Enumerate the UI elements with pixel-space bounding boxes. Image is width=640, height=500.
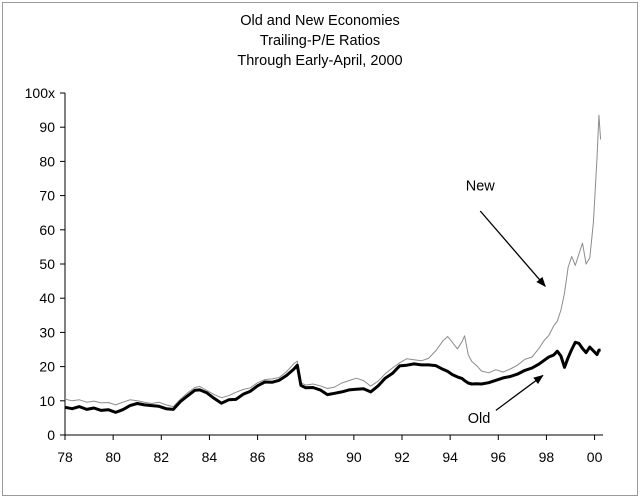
annotation-old-arrow: [495, 374, 544, 411]
chart-subtitle-line-2: Through Early-April, 2000: [237, 53, 403, 69]
chart-title: Old and New Economies: [240, 13, 400, 29]
x-tick-label: 78: [57, 449, 73, 465]
y-tick-label: 0: [47, 427, 55, 443]
x-tick-label: 92: [394, 449, 410, 465]
y-tick-label: 20: [39, 359, 55, 375]
tick-labels: 0 10 20 30 40 50 60 70 80 90 100x 78 80 82 84 86 88 90 92 9…: [25, 85, 603, 465]
series-lines: [64, 114, 602, 414]
x-tick-label: 82: [153, 449, 169, 465]
y-tick-label: 50: [39, 256, 55, 272]
x-tick-label: 98: [539, 449, 555, 465]
y-tick-label: 30: [39, 324, 55, 340]
y-tick-label: 80: [39, 153, 55, 169]
x-tick-label: 00: [587, 449, 603, 465]
x-tick-label: 86: [250, 449, 266, 465]
x-tick-label: 84: [202, 449, 218, 465]
x-tick-label: 94: [442, 449, 458, 465]
annotation-old-label: Old: [468, 411, 491, 427]
y-tick-label: 60: [39, 222, 55, 238]
line-chart: 0 10 20 30 40 50 60 70 80 90 100x 78 80 82 84 86 88 90 92 9…: [25, 85, 603, 465]
y-tick-label: 90: [39, 119, 55, 135]
y-tick-label: 10: [39, 393, 55, 409]
series-line-new: [64, 114, 602, 408]
x-tick-label: 90: [346, 449, 362, 465]
chart-title-block: Old and New Economies Trailing-P/E Ratio…: [3, 11, 637, 71]
axes: [60, 92, 603, 440]
annotation-new-arrow: [479, 210, 546, 287]
x-tick-label: 96: [490, 449, 506, 465]
x-tick-label: 88: [298, 449, 314, 465]
annotation-new-label: New: [466, 178, 496, 194]
annotations: New Old: [466, 178, 546, 427]
chart-subtitle-line-1: Trailing-P/E Ratios: [259, 33, 381, 49]
x-tick-label: 80: [105, 449, 121, 465]
y-tick-label: 40: [39, 290, 55, 306]
y-tick-label: 100x: [25, 85, 55, 101]
y-tick-label: 70: [39, 188, 55, 204]
series-line-old: [64, 340, 601, 414]
